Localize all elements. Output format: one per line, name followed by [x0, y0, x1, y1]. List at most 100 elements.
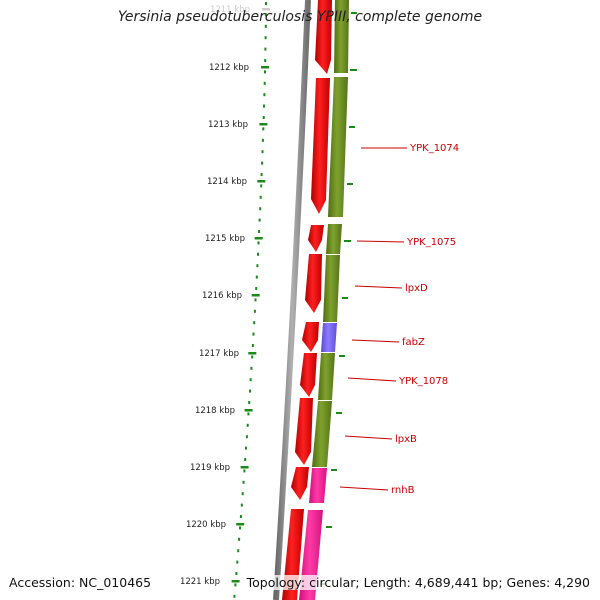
tick-label: 1213 kbp: [208, 120, 248, 130]
tick-label: 1219 kbp: [190, 463, 230, 473]
forward-gene-arrow[interactable]: [315, 0, 332, 74]
forward-gene-arrow[interactable]: [305, 254, 322, 313]
major-tick: [257, 180, 266, 183]
ruler-dot: [247, 412, 250, 416]
gene-labels: YPK_1074 YPK_1075 lpxD fabZ YPK_1078 lpx…: [339, 143, 459, 496]
topology-text: Topology: circular; Length: 4,689,441 bp…: [246, 575, 590, 590]
gene-block-ypk1078[interactable]: [318, 353, 335, 400]
gene-label-leader: [354, 285, 403, 289]
ruler-dot: [257, 241, 260, 245]
ruler-dot: [249, 389, 251, 393]
ruler-dot: [257, 252, 259, 256]
major-tick: [244, 409, 253, 412]
ruler-dot: [261, 161, 264, 165]
ruler-dot: [251, 344, 254, 347]
ruler-dot: [254, 298, 257, 302]
gene-label-leader: [351, 339, 400, 343]
forward-gene-arrow[interactable]: [295, 398, 313, 465]
ruler-dot: [248, 401, 251, 404]
forward-gene-arrow[interactable]: [311, 78, 330, 214]
major-tick: [240, 466, 249, 469]
tick-label: 1221 kbp: [180, 577, 220, 587]
ruler-dot: [237, 549, 240, 553]
major-tick: [259, 123, 268, 126]
ruler-dot: [261, 150, 264, 154]
ruler-dot: [238, 537, 241, 541]
forward-gene-arrow[interactable]: [302, 322, 319, 352]
ruler-dot: [264, 70, 266, 74]
ruler-dot: [233, 594, 236, 598]
ruler-dot: [259, 207, 262, 211]
tick-label: 1212 kbp: [209, 63, 249, 73]
gene-label-ypk1078[interactable]: YPK_1078: [398, 376, 448, 387]
gene-block-ypk1074[interactable]: [328, 77, 348, 217]
ruler-dot: [264, 13, 267, 17]
ruler-dot: [264, 36, 267, 40]
ruler-dot: [253, 309, 256, 313]
gene-block-lpxb[interactable]: [312, 401, 332, 467]
gene-block-fabz[interactable]: [321, 323, 337, 352]
forward-gene-arrow[interactable]: [300, 353, 317, 397]
ruler-dot: [246, 423, 249, 427]
ruler-dot: [243, 469, 246, 473]
ruler-dot: [261, 138, 264, 142]
gene-block-upstream[interactable]: [334, 0, 349, 73]
ruler-dot: [252, 332, 255, 336]
gene-label-leader: [344, 435, 393, 440]
ruler-dot: [264, 24, 267, 28]
ruler-dot: [262, 127, 265, 131]
ruler-dot: [263, 93, 266, 97]
ruler-dot: [235, 572, 238, 575]
ruler-dot: [244, 458, 247, 461]
ruler-dot: [250, 366, 253, 370]
gene-label-fabz[interactable]: fabZ: [402, 337, 425, 348]
ruler-dot: [260, 184, 263, 188]
ruler-dot: [245, 446, 247, 450]
major-tick: [236, 523, 245, 526]
major-tick: [251, 294, 260, 297]
forward-gene-arrow[interactable]: [308, 225, 324, 252]
ruler-dot: [234, 583, 237, 587]
ruler-dot: [263, 104, 265, 108]
ruler-dot: [264, 47, 267, 51]
ruler-dot: [239, 526, 241, 530]
major-tick: [261, 66, 269, 69]
forward-gene-arrow[interactable]: [291, 467, 309, 500]
tick-label: 1217 kbp: [199, 349, 239, 359]
ruler-dot: [256, 264, 259, 268]
major-tick: [231, 580, 240, 583]
ruler-dot: [241, 492, 244, 496]
major-tick: [248, 352, 257, 355]
gene-label-ypk1075[interactable]: YPK_1075: [406, 237, 456, 248]
gene-block-lpxd[interactable]: [323, 255, 340, 322]
ruler-dot: [263, 81, 266, 85]
gene-label-rnhb[interactable]: rnhB: [391, 485, 415, 496]
major-tick: [262, 8, 270, 11]
gene-label-lpxb[interactable]: lpxB: [395, 434, 417, 445]
ruler-dot: [258, 230, 261, 233]
gene-label-lpxd[interactable]: lpxD: [405, 283, 428, 294]
gene-label-leader: [339, 486, 389, 491]
accession-text: Accession: NC_010465: [9, 575, 152, 590]
gene-block-ypk1075[interactable]: [326, 224, 342, 254]
ruler-dot: [245, 435, 248, 439]
ruler-dot: [240, 503, 243, 507]
forward-strand-genes: [282, 0, 332, 600]
ruler-dot: [242, 480, 245, 484]
tick-marks: [231, 2, 270, 598]
tick-label: 1211 kbp: [210, 5, 250, 15]
gene-label-ypk1074[interactable]: YPK_1074: [409, 143, 459, 154]
gene-block-rnhb[interactable]: [309, 468, 327, 503]
ruler-dot: [236, 560, 239, 564]
ruler-dot: [264, 59, 267, 62]
chromosome-backbone: [273, 0, 311, 600]
tick-label: 1216 kbp: [202, 291, 242, 301]
tick-labels: 1211 kbp 1212 kbp 1213 kbp 1214 kbp 1215…: [180, 5, 250, 587]
ruler-dot: [259, 195, 262, 199]
ruler-dot: [260, 173, 263, 176]
tick-label: 1214 kbp: [207, 177, 247, 187]
gene-label-leader: [356, 240, 405, 243]
tick-label: 1215 kbp: [205, 234, 245, 244]
